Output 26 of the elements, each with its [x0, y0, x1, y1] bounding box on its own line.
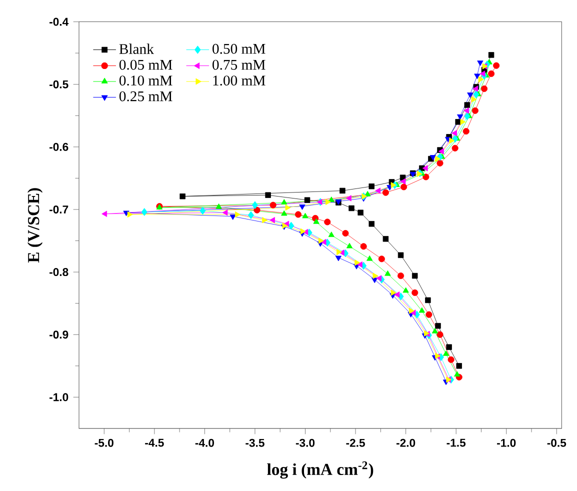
legend-label: 0.25 mM [119, 91, 172, 102]
legend-label: 0.75 mM [212, 60, 266, 70]
x-tick-label: -5.0 [94, 438, 114, 447]
y-tick-label: -0.7 [50, 205, 68, 214]
legend-label: Blank [119, 44, 154, 54]
legend-label: 0.50 mM [212, 44, 266, 54]
x-tick-label: -3.5 [246, 438, 264, 447]
x-tick-label: -2.0 [396, 438, 416, 447]
x-tick-label: -4.5 [145, 438, 164, 447]
x-axis-title: log i (mA cm$^{-2}$) [267, 461, 374, 479]
x-tick-label: -2.5 [346, 438, 365, 447]
x-tick-label: -4.0 [195, 438, 214, 447]
y-tick-label: -0.6 [50, 142, 68, 151]
legend-label: 0.05 mM [119, 60, 172, 70]
y-axis-title: E (V/SCE) [27, 188, 43, 263]
y-tick-label: -0.8 [50, 268, 68, 276]
x-tick-label: -0.5 [547, 438, 566, 447]
y-tick-label: -1.0 [50, 393, 68, 402]
x-tick-label: -1.5 [446, 438, 466, 447]
x-tick-label: -1.0 [497, 438, 516, 447]
legend-label: 0.10 mM [119, 76, 172, 86]
x-tick-label: -3.0 [296, 438, 315, 447]
y-tick-label: -0.9 [50, 330, 68, 339]
legend-label: 1.00 mM [213, 76, 266, 86]
y-tick-label: -0.5 [50, 80, 68, 88]
y-tick-label: -0.4 [50, 18, 69, 26]
